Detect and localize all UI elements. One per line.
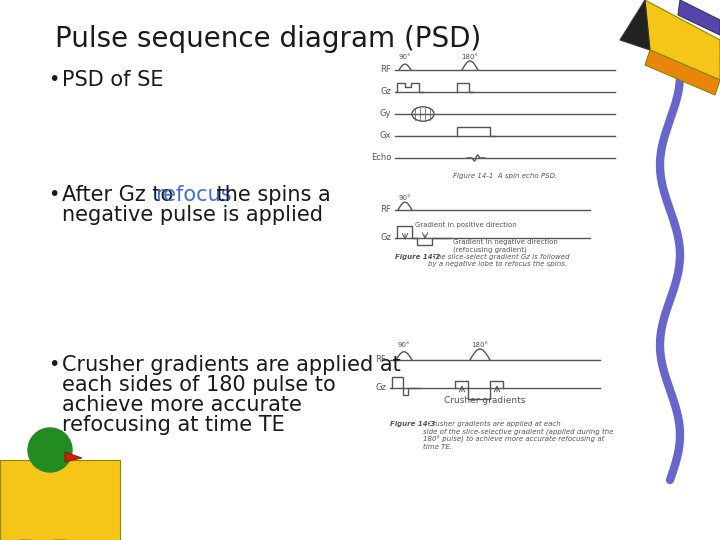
Text: Crusher gradients are applied at: Crusher gradients are applied at [62, 355, 401, 375]
Polygon shape [0, 460, 120, 540]
Text: (refocusing gradient): (refocusing gradient) [453, 247, 527, 253]
Text: the spins a: the spins a [210, 185, 331, 205]
Text: Gradient in positive direction: Gradient in positive direction [415, 222, 517, 228]
Text: Gx: Gx [379, 132, 391, 140]
Text: RF: RF [380, 65, 391, 75]
Text: Crusher gradients: Crusher gradients [444, 396, 525, 406]
Polygon shape [678, 0, 720, 35]
Text: PSD of SE: PSD of SE [62, 70, 163, 90]
Circle shape [28, 428, 72, 472]
Text: Gz: Gz [380, 233, 391, 242]
Text: •: • [48, 185, 59, 204]
Text: Figure 14-1  A spin echo PSD.: Figure 14-1 A spin echo PSD. [453, 173, 557, 179]
Text: 90°: 90° [397, 342, 410, 348]
Polygon shape [620, 0, 650, 50]
Text: Figure 14-3: Figure 14-3 [390, 421, 436, 427]
Text: negative pulse is applied: negative pulse is applied [62, 205, 323, 225]
Text: •: • [48, 355, 59, 374]
Text: 180°: 180° [472, 342, 488, 348]
Text: Crusher gradients are applied at each
side of the slice-selective gradient (appl: Crusher gradients are applied at each si… [423, 421, 613, 450]
Text: Pulse sequence diagram (PSD): Pulse sequence diagram (PSD) [55, 25, 481, 53]
Text: Gz: Gz [375, 383, 386, 393]
Text: RF: RF [380, 206, 391, 214]
Text: The slice-select gradient Gz is followed
by a negative lobe to refocus the spins: The slice-select gradient Gz is followed… [428, 254, 570, 267]
Text: •: • [48, 70, 59, 89]
Text: RF: RF [375, 355, 386, 364]
Text: 180°: 180° [462, 54, 479, 60]
Text: refocusing at time TE: refocusing at time TE [62, 415, 284, 435]
Polygon shape [645, 0, 720, 80]
Polygon shape [65, 452, 82, 462]
Text: 90°: 90° [399, 54, 411, 60]
Text: refocus: refocus [156, 185, 233, 205]
Text: Gradient in negative direction: Gradient in negative direction [453, 239, 558, 245]
Text: Gz: Gz [380, 87, 391, 97]
Text: Gy: Gy [379, 110, 391, 118]
Text: After Gz to: After Gz to [62, 185, 180, 205]
Text: 90°: 90° [399, 195, 411, 201]
Text: Figure 14-2: Figure 14-2 [395, 254, 441, 260]
Text: each sides of 180 pulse to: each sides of 180 pulse to [62, 375, 336, 395]
Polygon shape [645, 50, 720, 95]
Text: Echo: Echo [371, 153, 391, 163]
Text: achieve more accurate: achieve more accurate [62, 395, 302, 415]
